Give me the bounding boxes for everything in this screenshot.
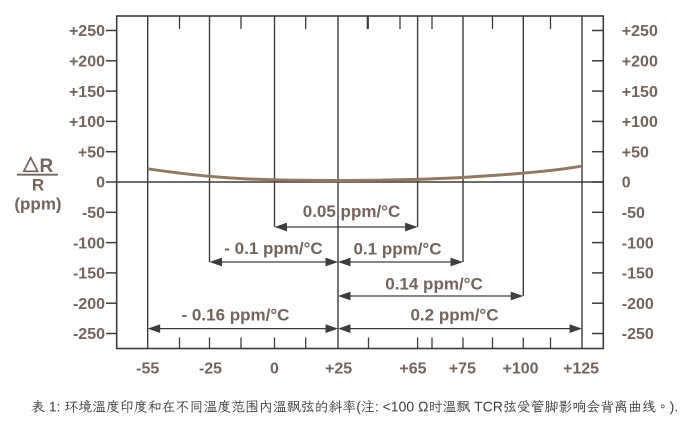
svg-text:- 0.16 ppm/°C: - 0.16 ppm/°C [182,305,290,324]
svg-text:0: 0 [622,175,631,192]
svg-text:-100: -100 [73,235,105,252]
svg-text:+100: +100 [69,114,105,131]
svg-text:-200: -200 [622,296,654,313]
svg-text:-50: -50 [622,205,645,222]
svg-text:+150: +150 [622,84,658,101]
svg-text:0.2 ppm/°C: 0.2 ppm/°C [410,305,498,324]
svg-text:+65: +65 [399,361,426,378]
svg-text:+150: +150 [69,84,105,101]
svg-text:+200: +200 [622,54,658,71]
svg-text:-55: -55 [136,361,159,378]
svg-text:-150: -150 [73,266,105,283]
svg-text:+50: +50 [622,144,649,161]
svg-text:-250: -250 [622,326,654,343]
svg-text:-25: -25 [199,361,222,378]
svg-text:(ppm): (ppm) [14,195,61,214]
svg-text:0.1 ppm/°C: 0.1 ppm/°C [353,240,441,259]
svg-text:+125: +125 [563,361,599,378]
svg-text:- 0.1 ppm/°C: - 0.1 ppm/°C [224,239,322,258]
svg-text:0.14 ppm/°C: 0.14 ppm/°C [385,274,483,293]
svg-text:-50: -50 [82,205,105,222]
svg-text:+100: +100 [502,361,538,378]
svg-text:-200: -200 [73,296,105,313]
svg-text:-100: -100 [622,235,654,252]
svg-text:R: R [40,156,54,177]
svg-text:0: 0 [96,175,105,192]
svg-text:0: 0 [270,361,279,378]
svg-text:+50: +50 [78,144,105,161]
svg-text:+25: +25 [325,361,352,378]
svg-text:+200: +200 [69,54,105,71]
svg-text:-250: -250 [73,326,105,343]
svg-text:+250: +250 [69,23,105,40]
svg-text:+75: +75 [449,361,476,378]
svg-text:-150: -150 [622,266,654,283]
svg-text:0.05 ppm/°C: 0.05 ppm/°C [303,202,401,221]
svg-text:+100: +100 [622,114,658,131]
svg-text:R: R [32,176,44,195]
svg-text:+250: +250 [622,23,658,40]
